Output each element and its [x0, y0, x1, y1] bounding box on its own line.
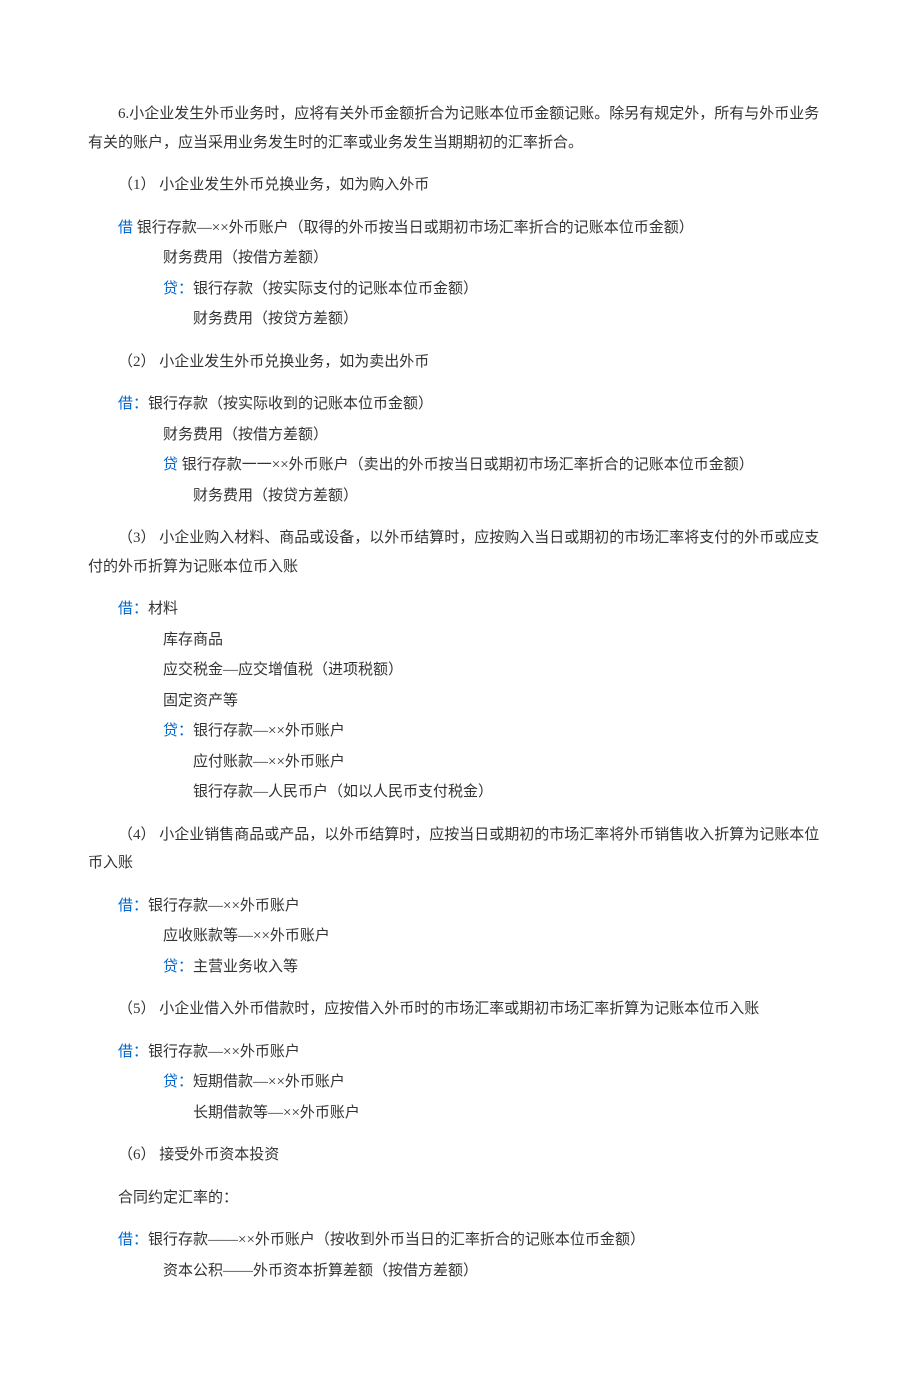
- document-page: 6.小企业发生外币业务时，应将有关外币金额折合为记账本位币金额记账。除另有规定外…: [0, 0, 920, 1399]
- credit-keyword: 贷：: [163, 1074, 193, 1090]
- section-5-entries: 借：银行存款—××外币账户 贷：短期借款—××外币账户 长期借款等—××外币账户: [88, 1038, 832, 1128]
- debit-keyword: 借：: [118, 1044, 148, 1060]
- section-3-heading: （3） 小企业购入材料、商品或设备，以外币结算时，应按购入当日或期初的市场汇率将…: [88, 524, 832, 581]
- entry-line: 应付账款—××外币账户: [88, 748, 832, 777]
- entry-line: 库存商品: [88, 626, 832, 655]
- entry-line: 贷：银行存款—××外币账户: [88, 717, 832, 746]
- entry-line: 长期借款等—××外币账户: [88, 1099, 832, 1128]
- entry-line: 贷：银行存款（按实际支付的记账本位币金额）: [88, 275, 832, 304]
- entry-text: 材料: [148, 601, 178, 617]
- entry-text: 银行存款—××外币账户: [148, 1044, 300, 1060]
- section-6-subheading: 合同约定汇率的：: [88, 1184, 832, 1213]
- intro-paragraph: 6.小企业发生外币业务时，应将有关外币金额折合为记账本位币金额记账。除另有规定外…: [88, 100, 832, 157]
- entry-line: 借 银行存款—××外币账户（取得的外币按当日或期初市场汇率折合的记账本位币金额）: [88, 214, 832, 243]
- credit-keyword: 贷：: [163, 281, 193, 297]
- entry-text: 短期借款—××外币账户: [193, 1074, 345, 1090]
- entry-text: 银行存款一一××外币账户（卖出的外币按当日或期初市场汇率折合的记账本位币金额）: [178, 457, 754, 473]
- entry-line: 借：银行存款—××外币账户: [88, 1038, 832, 1067]
- entry-text: 银行存款—××外币账户: [193, 723, 345, 739]
- entry-line: 银行存款—人民币户（如以人民币支付税金）: [88, 778, 832, 807]
- section-6-entries: 借：银行存款——××外币账户（按收到外币当日的汇率折合的记账本位币金额） 资本公…: [88, 1226, 832, 1285]
- entry-line: 固定资产等: [88, 687, 832, 716]
- entry-text: 主营业务收入等: [193, 959, 298, 975]
- entry-line: 借：银行存款—××外币账户: [88, 892, 832, 921]
- entry-line: 借：银行存款（按实际收到的记账本位币金额）: [88, 390, 832, 419]
- entry-line: 资本公积——外币资本折算差额（按借方差额）: [88, 1257, 832, 1286]
- section-6-heading: （6） 接受外币资本投资: [88, 1141, 832, 1170]
- entry-line: 借：银行存款——××外币账户（按收到外币当日的汇率折合的记账本位币金额）: [88, 1226, 832, 1255]
- entry-text: 银行存款（按实际支付的记账本位币金额）: [193, 281, 478, 297]
- credit-keyword: 贷：: [163, 959, 193, 975]
- entry-line: 财务费用（按借方差额）: [88, 421, 832, 450]
- section-5-heading: （5） 小企业借入外币借款时，应按借入外币时的市场汇率或期初市场汇率折算为记账本…: [88, 995, 832, 1024]
- section-2-entries: 借：银行存款（按实际收到的记账本位币金额） 财务费用（按借方差额） 贷 银行存款…: [88, 390, 832, 510]
- entry-text: 银行存款—××外币账户: [148, 898, 300, 914]
- section-4-entries: 借：银行存款—××外币账户 应收账款等—××外币账户 贷：主营业务收入等: [88, 892, 832, 982]
- entry-line: 应收账款等—××外币账户: [88, 922, 832, 951]
- entry-line: 贷：主营业务收入等: [88, 953, 832, 982]
- credit-keyword: 贷：: [163, 723, 193, 739]
- entry-line: 财务费用（按贷方差额）: [88, 305, 832, 334]
- section-1-heading: （1） 小企业发生外币兑换业务，如为购入外币: [88, 171, 832, 200]
- entry-text: 银行存款（按实际收到的记账本位币金额）: [148, 396, 433, 412]
- debit-keyword: 借：: [118, 396, 148, 412]
- section-3-entries: 借：材料 库存商品 应交税金—应交增值税（进项税额） 固定资产等 贷：银行存款—…: [88, 595, 832, 807]
- debit-keyword: 借：: [118, 601, 148, 617]
- debit-keyword: 借: [118, 220, 133, 236]
- debit-keyword: 借：: [118, 1232, 148, 1248]
- section-2-heading: （2） 小企业发生外币兑换业务，如为卖出外币: [88, 348, 832, 377]
- entry-line: 贷 银行存款一一××外币账户（卖出的外币按当日或期初市场汇率折合的记账本位币金额…: [88, 451, 832, 480]
- entry-line: 财务费用（按贷方差额）: [88, 482, 832, 511]
- entry-line: 应交税金—应交增值税（进项税额）: [88, 656, 832, 685]
- section-4-heading: （4） 小企业销售商品或产品，以外币结算时，应按当日或期初的市场汇率将外币销售收…: [88, 821, 832, 878]
- credit-keyword: 贷: [163, 457, 178, 473]
- debit-keyword: 借：: [118, 898, 148, 914]
- entry-line: 贷：短期借款—××外币账户: [88, 1068, 832, 1097]
- entry-line: 财务费用（按借方差额）: [88, 244, 832, 273]
- section-1-entries: 借 银行存款—××外币账户（取得的外币按当日或期初市场汇率折合的记账本位币金额）…: [88, 214, 832, 334]
- entry-text: 银行存款—××外币账户（取得的外币按当日或期初市场汇率折合的记账本位币金额）: [133, 220, 694, 236]
- entry-text: 银行存款——××外币账户（按收到外币当日的汇率折合的记账本位币金额）: [148, 1232, 645, 1248]
- entry-line: 借：材料: [88, 595, 832, 624]
